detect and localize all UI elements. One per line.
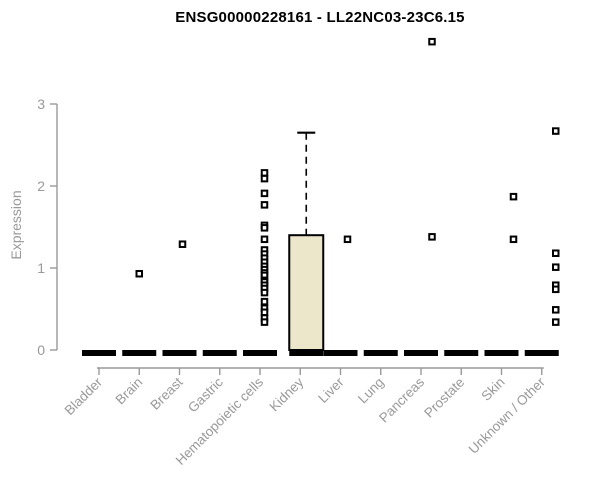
x-category-label: Pancreas [376, 374, 427, 425]
outlier-point [178, 240, 187, 248]
x-category-label: Prostate [421, 375, 467, 421]
outlier-point [552, 249, 560, 257]
outlier-point [260, 318, 269, 326]
x-category-label: Liver [315, 374, 347, 406]
chart-title: ENSG00000228161 - LL22NC03-23C6.15 [175, 9, 465, 26]
outlier-point [260, 169, 269, 177]
x-category-label: Kidney [267, 374, 307, 414]
outlier-point [260, 224, 269, 232]
y-tick-label: 0 [37, 342, 45, 358]
box-kidney [288, 234, 325, 351]
median-bar [363, 350, 398, 356]
outlier-point [260, 297, 269, 306]
median-bar [404, 350, 438, 356]
median-bar [289, 350, 324, 356]
outlier-point [552, 127, 560, 135]
y-tick-label: 1 [37, 260, 45, 276]
outlier-point [260, 189, 269, 198]
outlier-point [260, 174, 269, 183]
x-category-label: Breast [147, 374, 185, 412]
outlier-point [552, 285, 560, 294]
median-bar [484, 350, 519, 356]
outlier-point [260, 201, 269, 209]
median-bar [444, 350, 479, 356]
outlier-point [343, 235, 352, 244]
outlier-point [552, 318, 560, 326]
median-bar [202, 350, 237, 356]
x-category-label: Brain [112, 375, 145, 408]
outlier-point [428, 37, 436, 46]
median-bar [524, 350, 559, 356]
outlier-point [260, 308, 269, 317]
median-bar [122, 350, 157, 356]
x-category-label: Skin [478, 375, 507, 404]
y-axis-title: Expression [8, 190, 24, 260]
outlier-point [552, 263, 560, 271]
outlier-point [509, 192, 518, 201]
median-bar [162, 350, 197, 356]
y-tick-label: 2 [37, 178, 45, 194]
x-category-label: Lung [355, 375, 387, 407]
outlier-point [135, 269, 143, 278]
median-bar [243, 350, 277, 356]
outlier-point [260, 288, 269, 297]
y-tick-label: 3 [37, 96, 45, 112]
median-bar [323, 350, 358, 356]
outlier-point [428, 233, 436, 241]
outlier-point [260, 235, 269, 244]
x-category-label: Bladder [62, 374, 106, 418]
outlier-point [552, 306, 560, 314]
outlier-point [509, 235, 518, 244]
x-category-label: Unknown / Other [466, 374, 549, 457]
median-bar [82, 350, 116, 356]
